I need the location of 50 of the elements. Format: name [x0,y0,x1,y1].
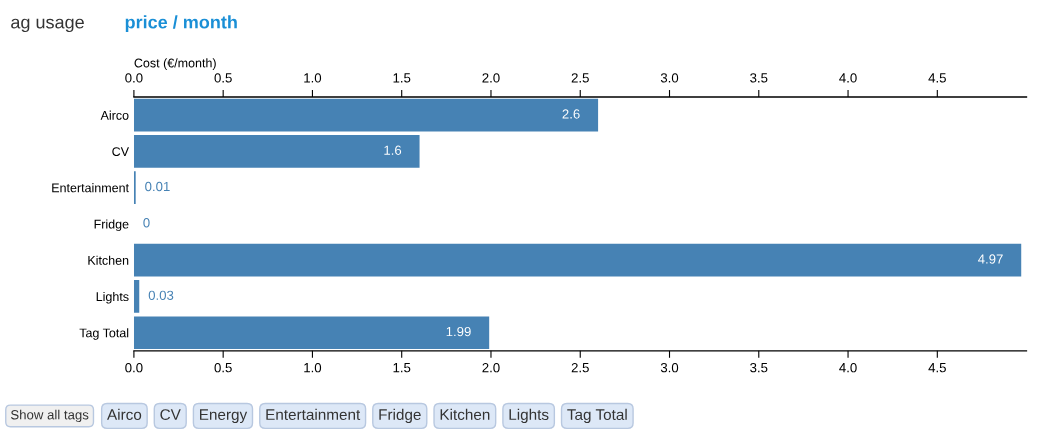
data-label: 1.99 [446,326,471,337]
x2-tick-label: 4.0 [839,73,857,83]
y-tick-label: Tag Total [79,328,129,340]
bar [133,98,599,132]
y-tick-label: Lights [96,291,129,304]
chart-subtitle: price / month [125,15,237,33]
data-label: 2.6 [562,109,580,119]
text: Entertainment [266,408,361,421]
bar [133,243,1022,277]
data-label: 0.03 [148,290,174,300]
y-tick-label: Entertainment [52,183,129,193]
bar [133,280,140,313]
x-tick-label: 2.5 [571,362,589,373]
data-label: 0 [143,218,150,228]
y-tick-label: Airco [100,110,129,120]
x2-tick-label: 2.0 [482,73,500,83]
x-tick-label: 3.5 [750,362,768,373]
x-tick-label: 1.0 [304,362,322,373]
text: Energy [200,409,248,424]
text: Lights [509,408,549,424]
text: Fridge [379,408,421,424]
chart-title: ag usage [11,18,84,33]
x2-tick-label: 1.5 [393,73,411,83]
data-label: 0.01 [145,181,170,192]
x-tick-label: 4.0 [839,362,857,373]
y-tick-label: Kitchen [88,255,129,265]
x2-tick-label: 1.0 [304,73,322,83]
data-label: 4.97 [978,254,1003,264]
x2-tick-label: 4.5 [928,73,946,83]
bar [133,316,490,350]
x-tick-label: 1.5 [393,363,411,373]
x-tick-label: 3.0 [660,362,679,373]
x2-axis-title: Cost (€/month) [134,58,216,70]
text: CV [160,409,181,421]
x2-tick-label: 3.0 [660,73,679,83]
y-tick-label: CV [112,147,129,157]
x2-tick-label: 0.5 [214,73,232,83]
x-tick-label: 4.5 [928,363,946,373]
x-tick-label: 0.5 [214,362,232,373]
x-tick-label: 2.0 [482,362,500,373]
bar [133,135,420,168]
x2-tick-label: 0.0 [125,73,143,83]
x2-tick-label: 3.5 [750,73,768,83]
text: Show all tags [10,409,89,423]
data-label: 1.6 [384,145,402,155]
y-tick-label: Fridge [94,219,129,232]
text: Tag Total [567,408,627,424]
text: Kitchen [440,408,490,421]
x-tick-label: 0.0 [125,362,143,373]
x2-tick-label: 2.5 [571,73,589,83]
